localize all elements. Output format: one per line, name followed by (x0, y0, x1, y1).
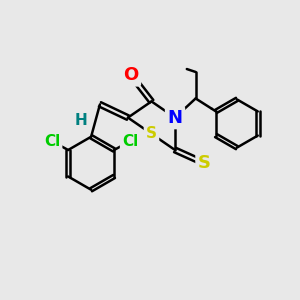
Text: S: S (198, 154, 211, 172)
Text: N: N (167, 109, 182, 127)
Text: Cl: Cl (122, 134, 138, 149)
Text: H: H (74, 113, 87, 128)
Text: S: S (146, 126, 157, 141)
Text: Cl: Cl (44, 134, 60, 149)
Text: O: O (123, 66, 139, 84)
